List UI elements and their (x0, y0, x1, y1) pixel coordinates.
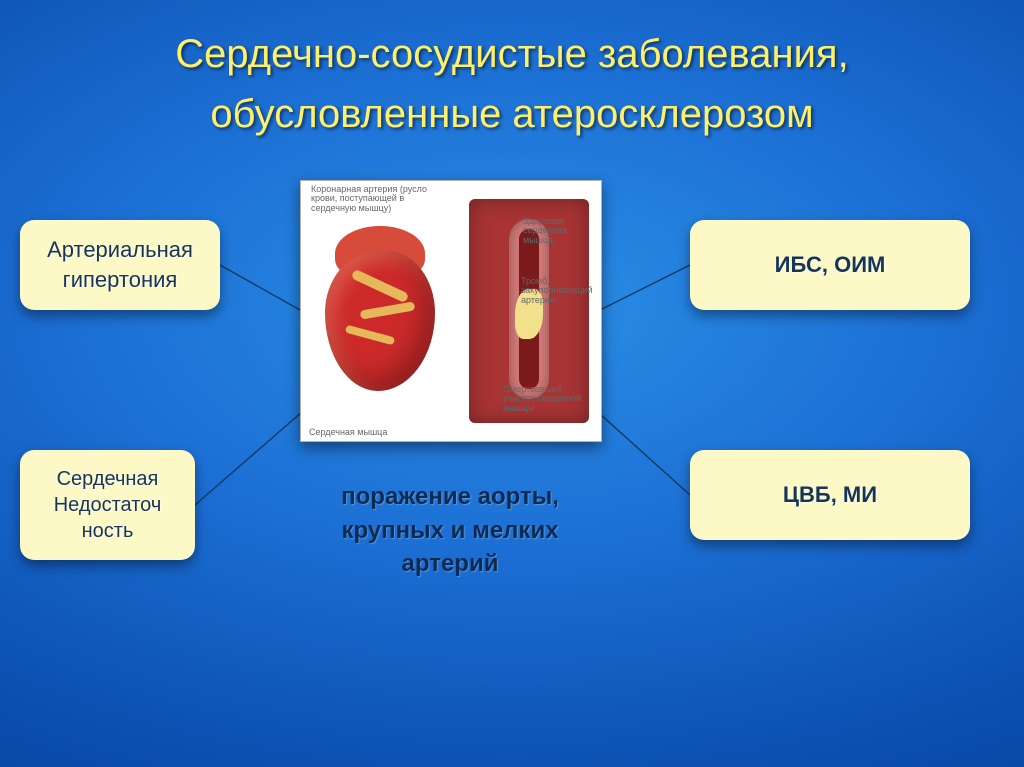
box-label: Артериальная гипертония (34, 235, 206, 294)
caption-line-3: артерий (402, 550, 499, 577)
caption-line-2: крупных и мелких (341, 517, 558, 544)
slide-root: Сердечно-сосудистые заболевания, обуслов… (0, 0, 1024, 767)
title-line-1: Сердечно-сосудистые заболевания, (0, 24, 1024, 84)
micro-label-coronary: Коронарная артерия (русло крови, поступа… (311, 185, 441, 213)
micro-label-muscle: Сердечная мышца (309, 428, 387, 437)
diagram-area: Коронарная артерия (русло крови, поступа… (0, 160, 1024, 747)
micro-label-dead-tissue: Омертвевший участок сердечной мышцы (503, 385, 593, 413)
center-caption: поражение аорты, крупных и мелких артери… (270, 480, 630, 581)
heart-shape-group (315, 211, 455, 421)
heart-body (325, 251, 435, 391)
micro-label-healthy: Здоровая сердечная мышца (523, 217, 593, 245)
micro-label-thrombus: Тромб, закупоривающий артерию (521, 277, 593, 305)
box-heart-failure: Сердечная Недостаточ ность (20, 450, 195, 560)
center-illustration: Коронарная артерия (русло крови, поступа… (300, 180, 602, 442)
box-label: Сердечная Недостаточ ность (54, 466, 162, 544)
box-ibs-oim: ИБС, ОИМ (690, 220, 970, 310)
slide-title: Сердечно-сосудистые заболевания, обуслов… (0, 24, 1024, 144)
title-line-2: обусловленные атеросклерозом (0, 84, 1024, 144)
box-label: ЦВБ, МИ (783, 482, 877, 508)
box-arterial-hypertension: Артериальная гипертония (20, 220, 220, 310)
box-cvb-mi: ЦВБ, МИ (690, 450, 970, 540)
box-label: ИБС, ОИМ (775, 252, 886, 278)
caption-line-1: поражение аорты, (341, 483, 559, 510)
